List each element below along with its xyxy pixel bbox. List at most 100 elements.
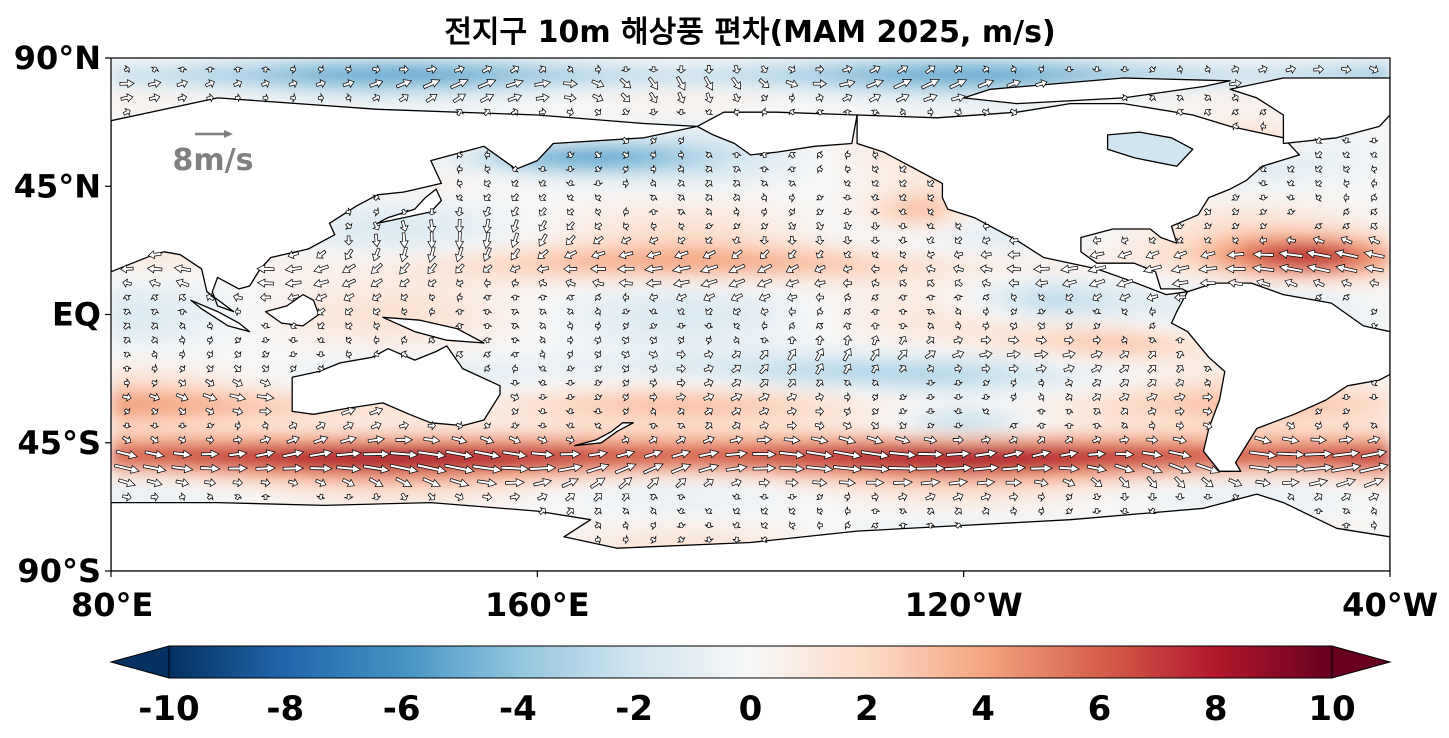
sumatra-landmass [190, 299, 251, 333]
wind-vector-arrow [510, 165, 520, 173]
wind-vector-arrow [399, 246, 409, 263]
wind-vector-arrow [927, 279, 935, 287]
wind-vector-arrow [260, 477, 271, 488]
wind-vector-arrow [482, 492, 493, 502]
wind-vector-arrow [816, 150, 824, 160]
wind-vector-arrow [953, 335, 963, 345]
wind-vector-arrow [538, 179, 548, 187]
wind-vector-arrow [1061, 278, 1077, 288]
wind-vector-arrow [233, 66, 244, 73]
wind-vector-arrow [483, 323, 493, 329]
wind-vector-arrow [445, 449, 474, 460]
wind-vector-arrow [1147, 378, 1157, 388]
wind-vector-arrow [1176, 65, 1183, 75]
wind-vector-arrow [759, 379, 769, 388]
wind-vector-arrow [594, 365, 602, 373]
wind-vector-arrow [1120, 66, 1130, 73]
wind-vector-arrow [676, 363, 686, 374]
wind-vector-arrow [511, 193, 519, 202]
wind-vector-arrow [898, 508, 907, 515]
wind-vector-arrow [233, 364, 242, 373]
wind-vector-arrow [1148, 94, 1157, 102]
wind-vector-arrow [1035, 278, 1048, 288]
wind-vector-arrow [370, 278, 383, 288]
wind-vector-arrow [429, 307, 435, 317]
wind-vector-arrow [1118, 392, 1130, 402]
wind-vector-arrow [124, 377, 130, 389]
wind-vector-arrow [944, 463, 973, 473]
wind-vector-arrow [1065, 507, 1074, 515]
wind-vector-arrow [783, 435, 801, 445]
wind-vector-arrow [643, 449, 664, 459]
colorbar-tick-label: -10 [138, 689, 199, 729]
wind-vector-arrow [510, 308, 520, 316]
wind-vector-arrow [261, 493, 271, 500]
wind-vector-arrow [594, 349, 602, 359]
lat-tick-label: EQ [52, 296, 101, 334]
wind-vector-arrow [454, 207, 465, 217]
wind-vector-arrow [342, 263, 356, 274]
wind-vector-arrow [538, 308, 547, 316]
colorbar-tick-label: 8 [1204, 689, 1228, 729]
wind-vector-arrow [482, 308, 493, 315]
wind-vector-arrow [401, 350, 408, 359]
wind-vector-arrow [955, 236, 963, 245]
wind-vector-arrow [787, 336, 798, 345]
wind-vector-arrow [1367, 435, 1381, 445]
wind-vector-arrow [484, 364, 491, 372]
wind-vector-arrow [1147, 364, 1157, 374]
wind-vector-arrow [565, 180, 576, 187]
wind-vector-arrow [178, 492, 186, 502]
wind-vector-arrow [484, 149, 491, 161]
wind-vector-arrow [953, 422, 964, 429]
wind-vector-arrow [1203, 222, 1213, 230]
wind-vector-arrow [732, 536, 741, 543]
wind-vector-arrow [538, 207, 547, 216]
wind-vector-arrow [702, 435, 715, 445]
wind-vector-arrow [1204, 378, 1211, 388]
wind-vector-arrow [150, 322, 159, 330]
wind-vector-arrow [557, 463, 584, 473]
wind-vector-arrow [1009, 423, 1019, 429]
wind-vector-arrow [122, 107, 131, 117]
wind-vector-arrow [647, 76, 658, 90]
wind-vector-arrow [1230, 493, 1240, 500]
wind-vector-arrow [648, 322, 658, 329]
wind-vector-arrow [621, 493, 630, 502]
wind-vector-arrow [704, 407, 713, 416]
wind-vector-arrow [620, 92, 631, 103]
wind-vector-arrow [817, 164, 824, 175]
wind-vector-arrow [1203, 493, 1214, 500]
wind-vector-arrow [456, 278, 464, 288]
wind-vector-arrow [146, 264, 163, 274]
wind-vector-arrow [649, 377, 658, 388]
wind-vector-arrow [1038, 392, 1045, 403]
wind-vector-arrow [1252, 250, 1274, 260]
wind-vector-arrow [1204, 94, 1212, 102]
wind-vector-arrow [1119, 435, 1130, 445]
wind-vector-arrow [1204, 65, 1211, 74]
wind-vector-arrow [566, 308, 574, 315]
wind-vector-arrow [234, 307, 241, 316]
wind-vector-arrow [259, 292, 271, 303]
wind-vector-arrow [1340, 64, 1352, 75]
wind-vector-arrow [1087, 264, 1107, 274]
wind-vector-arrow [1314, 421, 1322, 431]
wind-vector-arrow [728, 263, 746, 274]
wind-vector-arrow [1141, 462, 1163, 474]
wind-vector-arrow [1092, 293, 1103, 302]
wind-vector-arrow [1174, 292, 1186, 303]
wind-vector-arrow [650, 506, 657, 516]
wind-vector-arrow [871, 278, 880, 288]
wind-vector-arrow [561, 478, 580, 489]
wind-vector-arrow [788, 65, 796, 74]
wind-vector-arrow [343, 493, 355, 500]
wind-vector-arrow [595, 208, 602, 217]
wind-vector-arrow [256, 278, 274, 288]
wind-vector-arrow [1278, 263, 1303, 273]
wind-vector-arrow [173, 264, 192, 274]
wind-vector-arrow [594, 422, 603, 430]
wind-vector-arrow [149, 308, 160, 316]
wind-vector-arrow [370, 421, 382, 430]
wind-vector-arrow [760, 521, 769, 529]
